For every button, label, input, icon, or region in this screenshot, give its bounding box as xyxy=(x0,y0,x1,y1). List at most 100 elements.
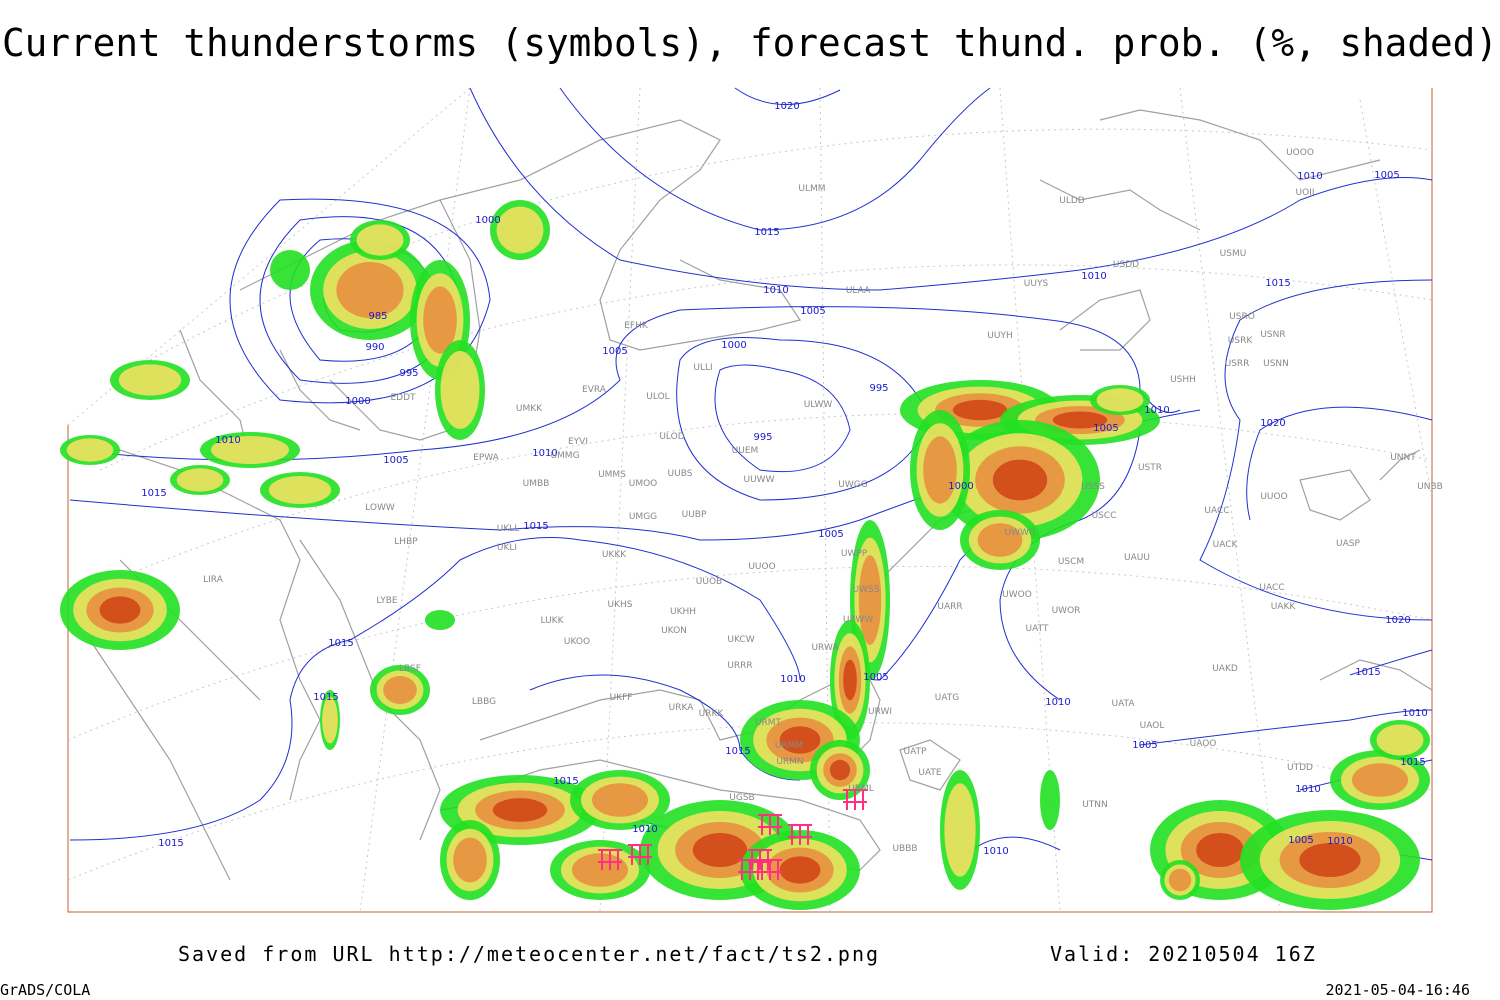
prob-area xyxy=(944,783,976,877)
isobar-label: 1015 xyxy=(141,488,166,499)
footer-valid: Valid: 20210504 16Z xyxy=(1050,942,1317,966)
station-label: URMN xyxy=(776,757,803,767)
isobar-label: 1005 xyxy=(1132,740,1157,751)
isobar-label: 985 xyxy=(368,311,387,322)
isobar-label: 1020 xyxy=(1260,418,1285,429)
graticule xyxy=(67,87,1433,913)
footer-source: Saved from URL http://meteocenter.net/fa… xyxy=(178,942,880,966)
station-label: UKON xyxy=(661,626,687,636)
station-label: URWI xyxy=(868,707,892,717)
station-label: LOWW xyxy=(365,503,395,513)
prob-area xyxy=(268,475,332,505)
station-label: UWSS xyxy=(853,585,880,595)
prob-area xyxy=(453,837,487,883)
station-label: USDD xyxy=(1113,260,1139,270)
isobar-label: 1010 xyxy=(1327,836,1352,847)
footer-timestamp: 2021-05-04-16:46 xyxy=(1326,981,1471,999)
prob-area xyxy=(923,436,957,504)
station-label: UAKD xyxy=(1212,664,1238,674)
prob-area xyxy=(592,783,648,817)
isobar-label: 1005 xyxy=(383,455,408,466)
station-label: UKOO xyxy=(564,637,590,647)
station-label: UNNT xyxy=(1390,453,1416,463)
prob-area xyxy=(66,438,114,462)
station-label: URWA xyxy=(811,643,839,653)
station-label: EDDT xyxy=(390,393,416,403)
station-label: UUOB xyxy=(696,577,722,587)
station-label: URKA xyxy=(669,703,695,713)
station-label: UNBB xyxy=(1417,482,1443,492)
station-label: UAOO xyxy=(1190,739,1217,749)
isobar-label: 1010 xyxy=(1297,171,1322,182)
station-label: ULMM xyxy=(798,184,825,194)
prob-area xyxy=(572,853,628,887)
prob-area xyxy=(118,364,182,396)
prob-area xyxy=(1196,833,1244,867)
isobar-label: 1015 xyxy=(1265,278,1290,289)
isobar-label: 1005 xyxy=(1288,835,1313,846)
station-label: UATA xyxy=(1111,699,1135,709)
storm-symbol xyxy=(843,789,867,810)
prob-area xyxy=(336,262,404,318)
prob-area xyxy=(176,468,224,492)
isobar-label: 1010 xyxy=(215,435,240,446)
isobar-label: 1015 xyxy=(1400,757,1425,768)
prob-area xyxy=(1096,388,1144,412)
prob-area xyxy=(779,726,821,754)
station-label: UACC xyxy=(1259,583,1284,593)
station-label: UKHS xyxy=(608,600,633,610)
prob-area xyxy=(977,523,1023,557)
prob-area xyxy=(496,206,544,254)
prob-area xyxy=(1299,843,1361,877)
station-label: USCM xyxy=(1058,557,1084,567)
prob-area xyxy=(423,286,457,354)
station-label: UUWW xyxy=(744,475,775,485)
isobar-label: 1005 xyxy=(800,306,825,317)
station-label: UMOO xyxy=(629,479,658,489)
station-label: USHH xyxy=(1170,375,1196,385)
station-label: UTNN xyxy=(1082,800,1108,810)
station-label: URRR xyxy=(727,661,752,671)
isobar-label: 1010 xyxy=(1081,271,1106,282)
footer-software: GrADS/COLA xyxy=(0,981,90,999)
isobar-label: 1010 xyxy=(780,674,805,685)
prob-area xyxy=(829,759,851,781)
station-label: UASP xyxy=(1336,539,1360,549)
isobar-label: 1010 xyxy=(632,824,657,835)
isobar-label: 1015 xyxy=(553,776,578,787)
station-label: USSS xyxy=(1081,482,1105,492)
prob-area xyxy=(99,596,141,624)
isobar-label: 1000 xyxy=(948,481,973,492)
prob-area xyxy=(322,696,338,744)
isobar-label: 995 xyxy=(753,432,772,443)
station-label: LUKK xyxy=(541,616,565,626)
station-label: UUBP xyxy=(682,510,707,520)
station-label: URWW xyxy=(843,615,873,625)
isobar-label: 1020 xyxy=(774,101,799,112)
station-label: UWPP xyxy=(841,549,868,559)
station-label: UUOO xyxy=(748,562,775,572)
isobar-label: 1000 xyxy=(721,340,746,351)
prob-area xyxy=(1052,411,1108,429)
station-label: ULDD xyxy=(1059,196,1085,206)
prob-area xyxy=(383,676,417,704)
isobar-label: 1010 xyxy=(763,285,788,296)
isobar-label: 1005 xyxy=(1093,423,1118,434)
station-label: UKHH xyxy=(670,607,696,617)
isobar-label: 1015 xyxy=(158,838,183,849)
station-label: UKLI xyxy=(497,543,517,553)
storm-symbol xyxy=(628,844,652,865)
isobar-label: 1015 xyxy=(754,227,779,238)
isobar-label: 1005 xyxy=(602,346,627,357)
storm-symbol xyxy=(758,814,782,835)
station-label: EFHK xyxy=(624,321,649,331)
station-label: LHBP xyxy=(394,537,418,547)
station-label: URMM xyxy=(775,741,803,751)
station-label: UACC xyxy=(1204,506,1229,516)
station-label: UACK xyxy=(1213,540,1239,550)
station-label: EVRA xyxy=(582,385,607,395)
station-label: ULWW xyxy=(804,400,833,410)
isobar-label: 1015 xyxy=(328,638,353,649)
prob-area xyxy=(858,555,882,645)
